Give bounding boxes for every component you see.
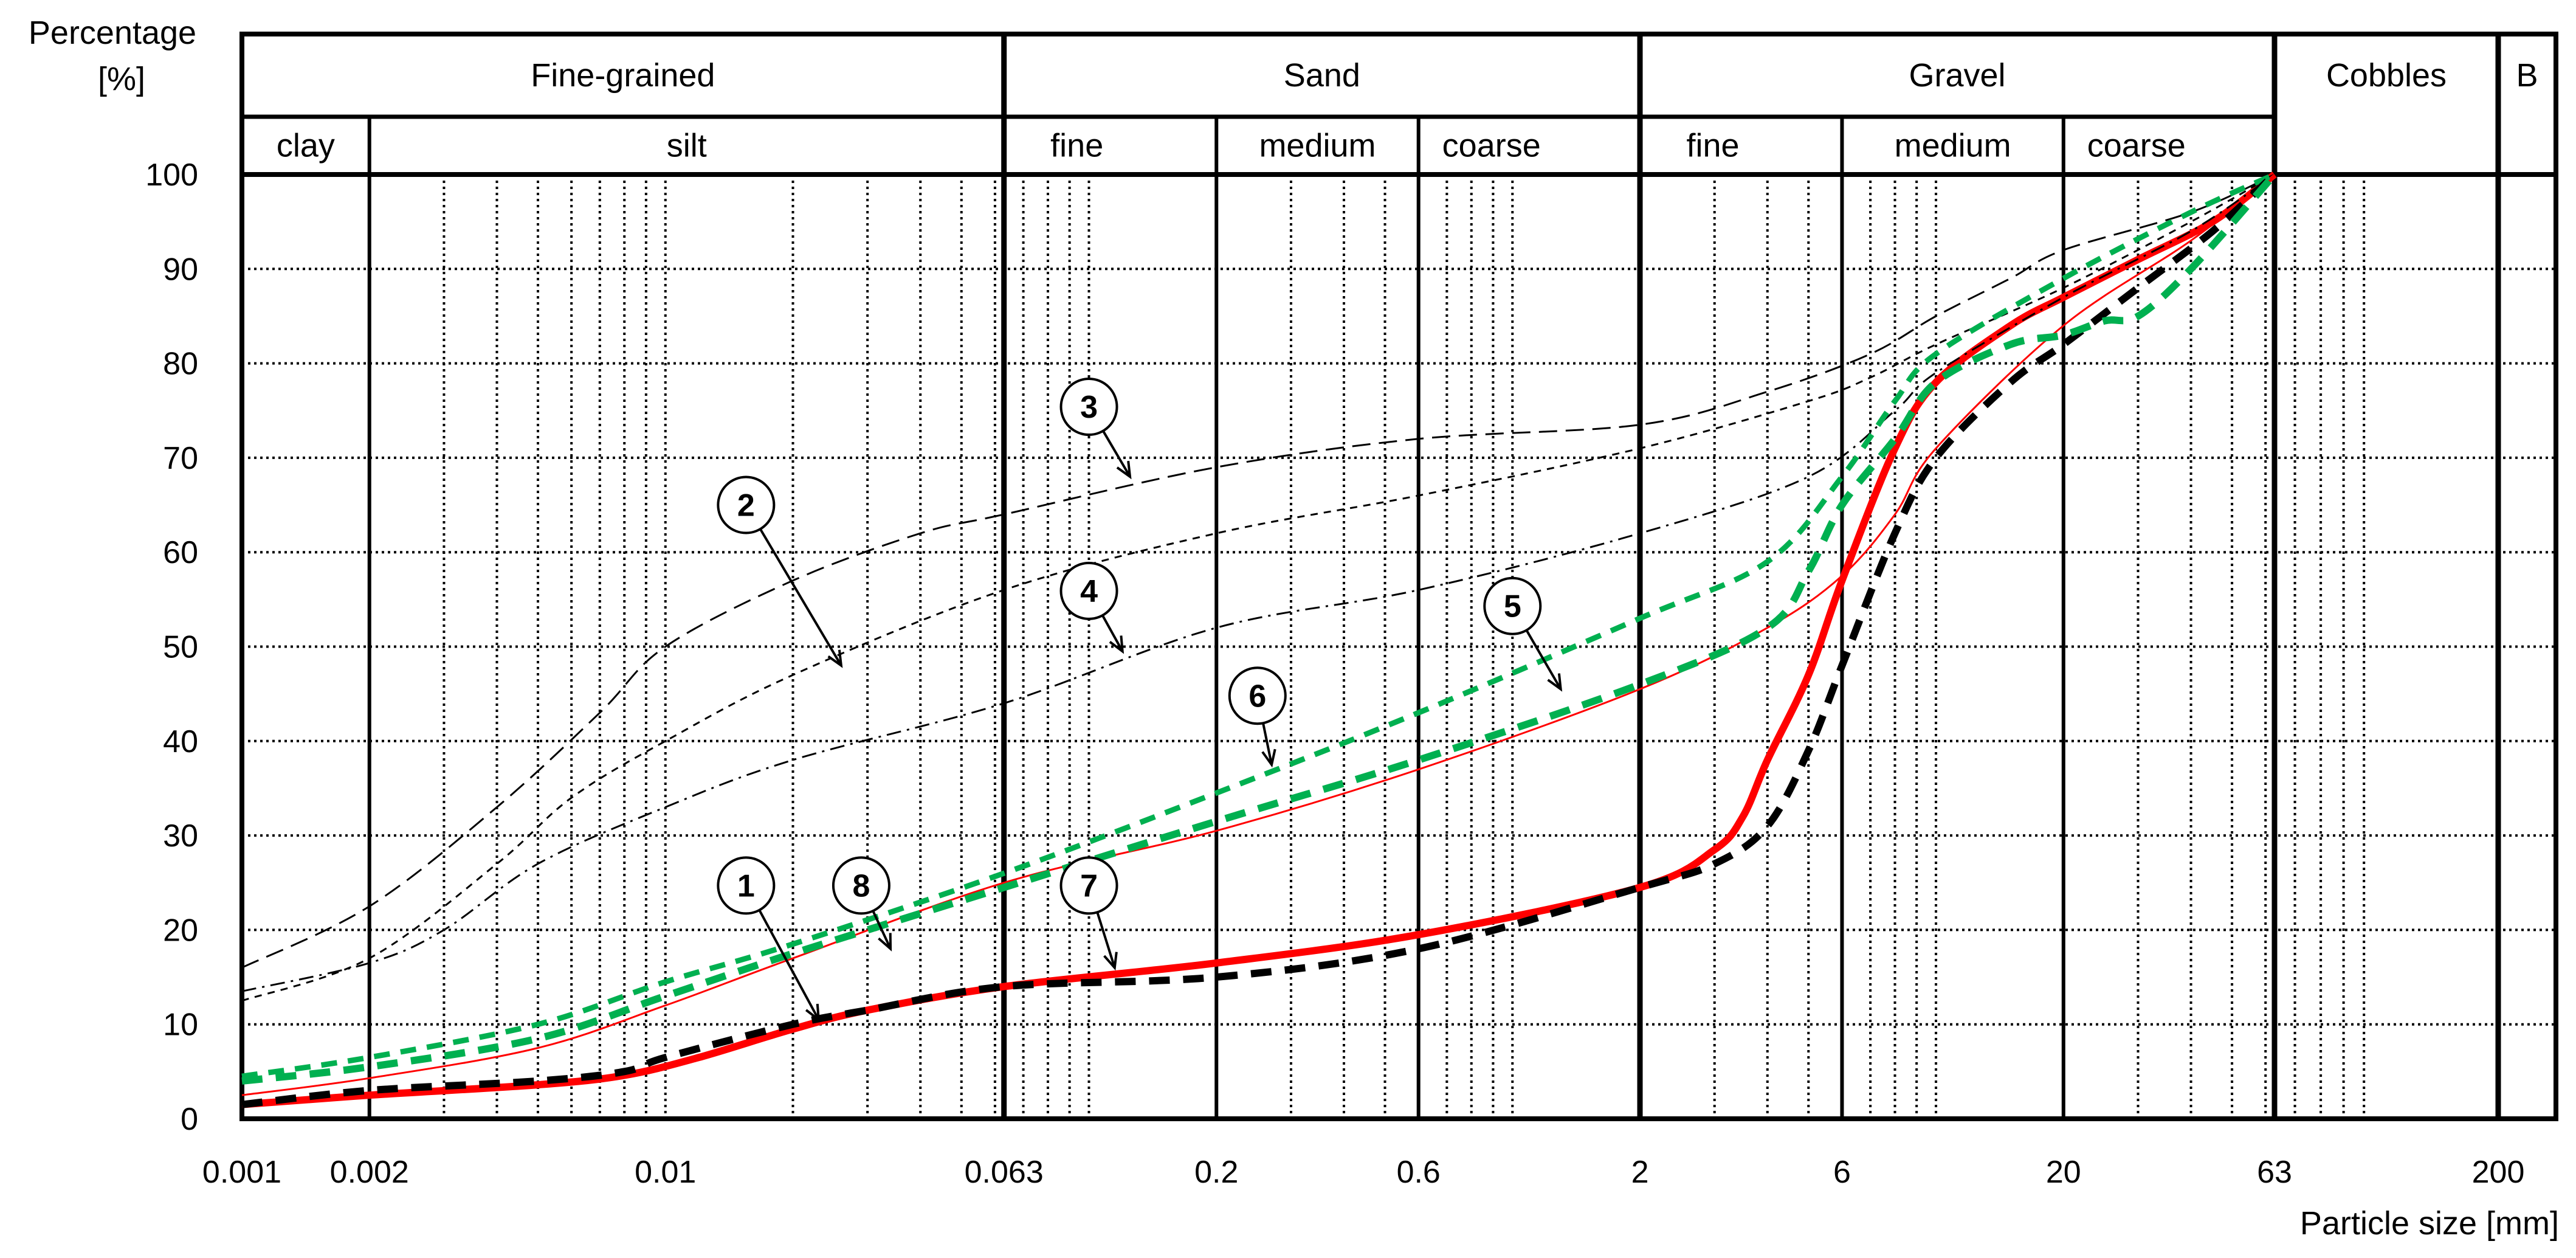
marker-label-3: 3 <box>1080 390 1098 425</box>
marker-arrowhead-2 <box>827 649 843 668</box>
y-tick-label: 70 <box>163 441 198 476</box>
marker-label-4: 4 <box>1080 574 1098 609</box>
marker-arrowhead-4 <box>1109 635 1124 654</box>
series-line-6 <box>241 171 2276 1079</box>
header-sub-label: medium <box>1895 128 2011 164</box>
marker-circle-6 <box>1228 666 1287 725</box>
marker-circle-7 <box>1059 856 1118 915</box>
x-tick-label: 0.6 <box>1397 1155 1441 1190</box>
marker-arrow-4 <box>1101 615 1124 652</box>
y-axis-title-line1: Percentage <box>29 15 196 51</box>
header-sub-label: clay <box>277 128 335 164</box>
y-tick-label: 100 <box>145 157 198 193</box>
header-sub-label: medium <box>1259 128 1376 164</box>
x-tick-label: 200 <box>2472 1155 2525 1190</box>
marker-arrowhead-7 <box>1103 952 1118 971</box>
y-tick-label: 40 <box>163 724 198 759</box>
header-top-label: Sand <box>1284 57 1360 94</box>
y-tick-label: 30 <box>163 818 198 854</box>
header-top-label: Cobbles <box>2326 57 2447 94</box>
series-line-4 <box>241 173 2275 992</box>
marker-circle-2 <box>717 475 776 534</box>
marker-arrow-7 <box>1096 911 1116 969</box>
grid-lines <box>241 175 2556 1119</box>
header-sub-label: coarse <box>2087 128 2186 164</box>
marker-arrowhead-3 <box>1116 460 1132 480</box>
marker-label-5: 5 <box>1504 589 1521 624</box>
y-tick-label: 0 <box>181 1102 198 1137</box>
marker-arrow-5 <box>1525 629 1562 690</box>
marker-arrowhead-5 <box>1547 673 1563 692</box>
marker-arrow-8 <box>872 910 892 950</box>
y-tick-label: 10 <box>163 1007 198 1043</box>
y-tick-label: 60 <box>163 535 198 570</box>
marker-arrow-3 <box>1102 430 1131 477</box>
x-tick-label: 2 <box>1631 1155 1649 1190</box>
x-tick-label: 20 <box>2046 1155 2081 1190</box>
header-top-label: Gravel <box>1909 57 2005 94</box>
x-tick-label: 0.002 <box>330 1155 409 1190</box>
series-line-3 <box>241 173 2275 969</box>
series-line-5 <box>241 173 2275 1096</box>
header-sub-label: silt <box>667 128 707 164</box>
curve-markers: 1 2 3 4 5 6 7 8 <box>717 378 1563 1023</box>
outer-frame <box>239 32 2558 1121</box>
series-line-2 <box>241 173 2275 1002</box>
marker-circle-5 <box>1483 576 1542 635</box>
x-tick-label: 0.001 <box>202 1155 281 1190</box>
marker-circle-4 <box>1059 561 1118 620</box>
header-sub-label: coarse <box>1442 128 1541 164</box>
marker-label-7: 7 <box>1080 868 1098 904</box>
marker-circle-1 <box>717 856 776 915</box>
marker-arrow-1 <box>758 909 820 1020</box>
marker-arrowhead-1 <box>805 1003 821 1023</box>
chart-frame <box>239 32 2558 1121</box>
axis-tick-labels: 0 10 20 30 40 50 60 70 80 90 100 0.001 0.002 0.01 0.06… <box>145 157 2524 1190</box>
marker-arrowhead-8 <box>878 933 892 952</box>
marker-arrow-6 <box>1262 722 1273 766</box>
header-sub-label: fine <box>1686 128 1739 164</box>
header-top-label: B <box>2516 57 2538 94</box>
marker-arrow-2 <box>759 528 842 666</box>
y-tick-label: 50 <box>163 630 198 665</box>
series-line-8 <box>241 172 2278 1085</box>
marker-label-1: 1 <box>737 868 755 904</box>
x-tick-label: 63 <box>2257 1155 2292 1190</box>
x-tick-label: 0.01 <box>635 1155 696 1190</box>
series-line-1 <box>241 171 2277 1108</box>
grading-curves <box>241 171 2278 1108</box>
x-tick-label: 6 <box>1833 1155 1851 1190</box>
y-tick-label: 80 <box>163 347 198 382</box>
series-line-7 <box>241 171 2278 1108</box>
header-top-label: Fine-grained <box>531 57 715 94</box>
marker-arrowhead-6 <box>1261 748 1276 768</box>
marker-label-8: 8 <box>852 868 870 904</box>
marker-circle-8 <box>832 856 890 915</box>
marker-label-6: 6 <box>1248 679 1266 714</box>
y-axis-title-line2: [%] <box>98 61 145 97</box>
marker-circle-3 <box>1059 378 1118 437</box>
y-tick-label: 20 <box>163 913 198 948</box>
header-sub-label: fine <box>1050 128 1103 164</box>
y-tick-label: 90 <box>163 252 198 287</box>
x-tick-label: 0.063 <box>965 1155 1044 1190</box>
x-tick-label: 0.2 <box>1194 1155 1238 1190</box>
x-axis-title: Particle size [mm] <box>2300 1205 2559 1242</box>
marker-label-2: 2 <box>737 488 755 524</box>
